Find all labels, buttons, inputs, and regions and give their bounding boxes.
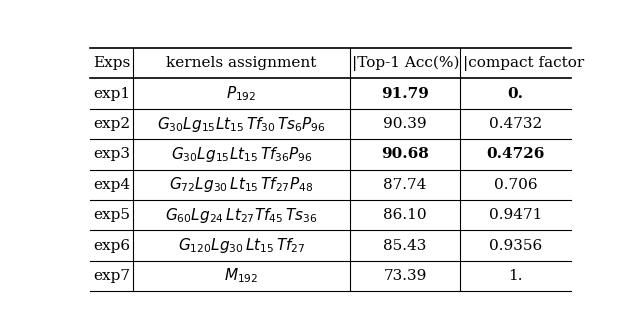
Text: 1.: 1. xyxy=(508,269,523,283)
Text: 86.10: 86.10 xyxy=(383,208,427,222)
Text: 91.79: 91.79 xyxy=(381,87,429,101)
Text: exp1: exp1 xyxy=(93,87,131,101)
Text: 0.9356: 0.9356 xyxy=(489,239,542,253)
Text: $G_{120}Lg_{30}\,Lt_{15}\,Tf_{27}$: $G_{120}Lg_{30}\,Lt_{15}\,Tf_{27}$ xyxy=(178,236,305,255)
Text: Exps: Exps xyxy=(93,56,130,70)
Text: 73.39: 73.39 xyxy=(383,269,427,283)
Text: exp4: exp4 xyxy=(93,178,131,192)
Text: $G_{72}Lg_{30}\,Lt_{15}\,Tf_{27}P_{48}$: $G_{72}Lg_{30}\,Lt_{15}\,Tf_{27}P_{48}$ xyxy=(170,175,314,195)
Text: exp3: exp3 xyxy=(93,148,131,162)
Text: 0.706: 0.706 xyxy=(494,178,538,192)
Text: exp7: exp7 xyxy=(93,269,131,283)
Text: kernels assignment: kernels assignment xyxy=(166,56,317,70)
Text: |compact factor: |compact factor xyxy=(463,56,584,71)
Text: $G_{30}Lg_{15}Lt_{15}\,Tf_{36}P_{96}$: $G_{30}Lg_{15}Lt_{15}\,Tf_{36}P_{96}$ xyxy=(170,145,312,164)
Text: $M_{192}$: $M_{192}$ xyxy=(225,267,259,285)
Text: |Top-1 Acc(%): |Top-1 Acc(%) xyxy=(352,55,460,71)
Text: 87.74: 87.74 xyxy=(383,178,427,192)
Text: exp5: exp5 xyxy=(93,208,131,222)
Text: 85.43: 85.43 xyxy=(383,239,427,253)
Text: 90.68: 90.68 xyxy=(381,148,429,162)
Text: $P_{192}$: $P_{192}$ xyxy=(227,84,257,103)
Text: 0.9471: 0.9471 xyxy=(489,208,542,222)
Text: exp6: exp6 xyxy=(93,239,131,253)
Text: 90.39: 90.39 xyxy=(383,117,427,131)
Text: 0.4732: 0.4732 xyxy=(489,117,542,131)
Text: exp2: exp2 xyxy=(93,117,131,131)
Text: 0.4726: 0.4726 xyxy=(486,148,545,162)
Text: 0.: 0. xyxy=(508,87,524,101)
Text: $G_{30}Lg_{15}Lt_{15}\,Tf_{30}\,Ts_6P_{96}$: $G_{30}Lg_{15}Lt_{15}\,Tf_{30}\,Ts_6P_{9… xyxy=(157,115,326,134)
Text: $G_{60}Lg_{24}\,Lt_{27}Tf_{45}\,Ts_{36}$: $G_{60}Lg_{24}\,Lt_{27}Tf_{45}\,Ts_{36}$ xyxy=(165,206,317,225)
